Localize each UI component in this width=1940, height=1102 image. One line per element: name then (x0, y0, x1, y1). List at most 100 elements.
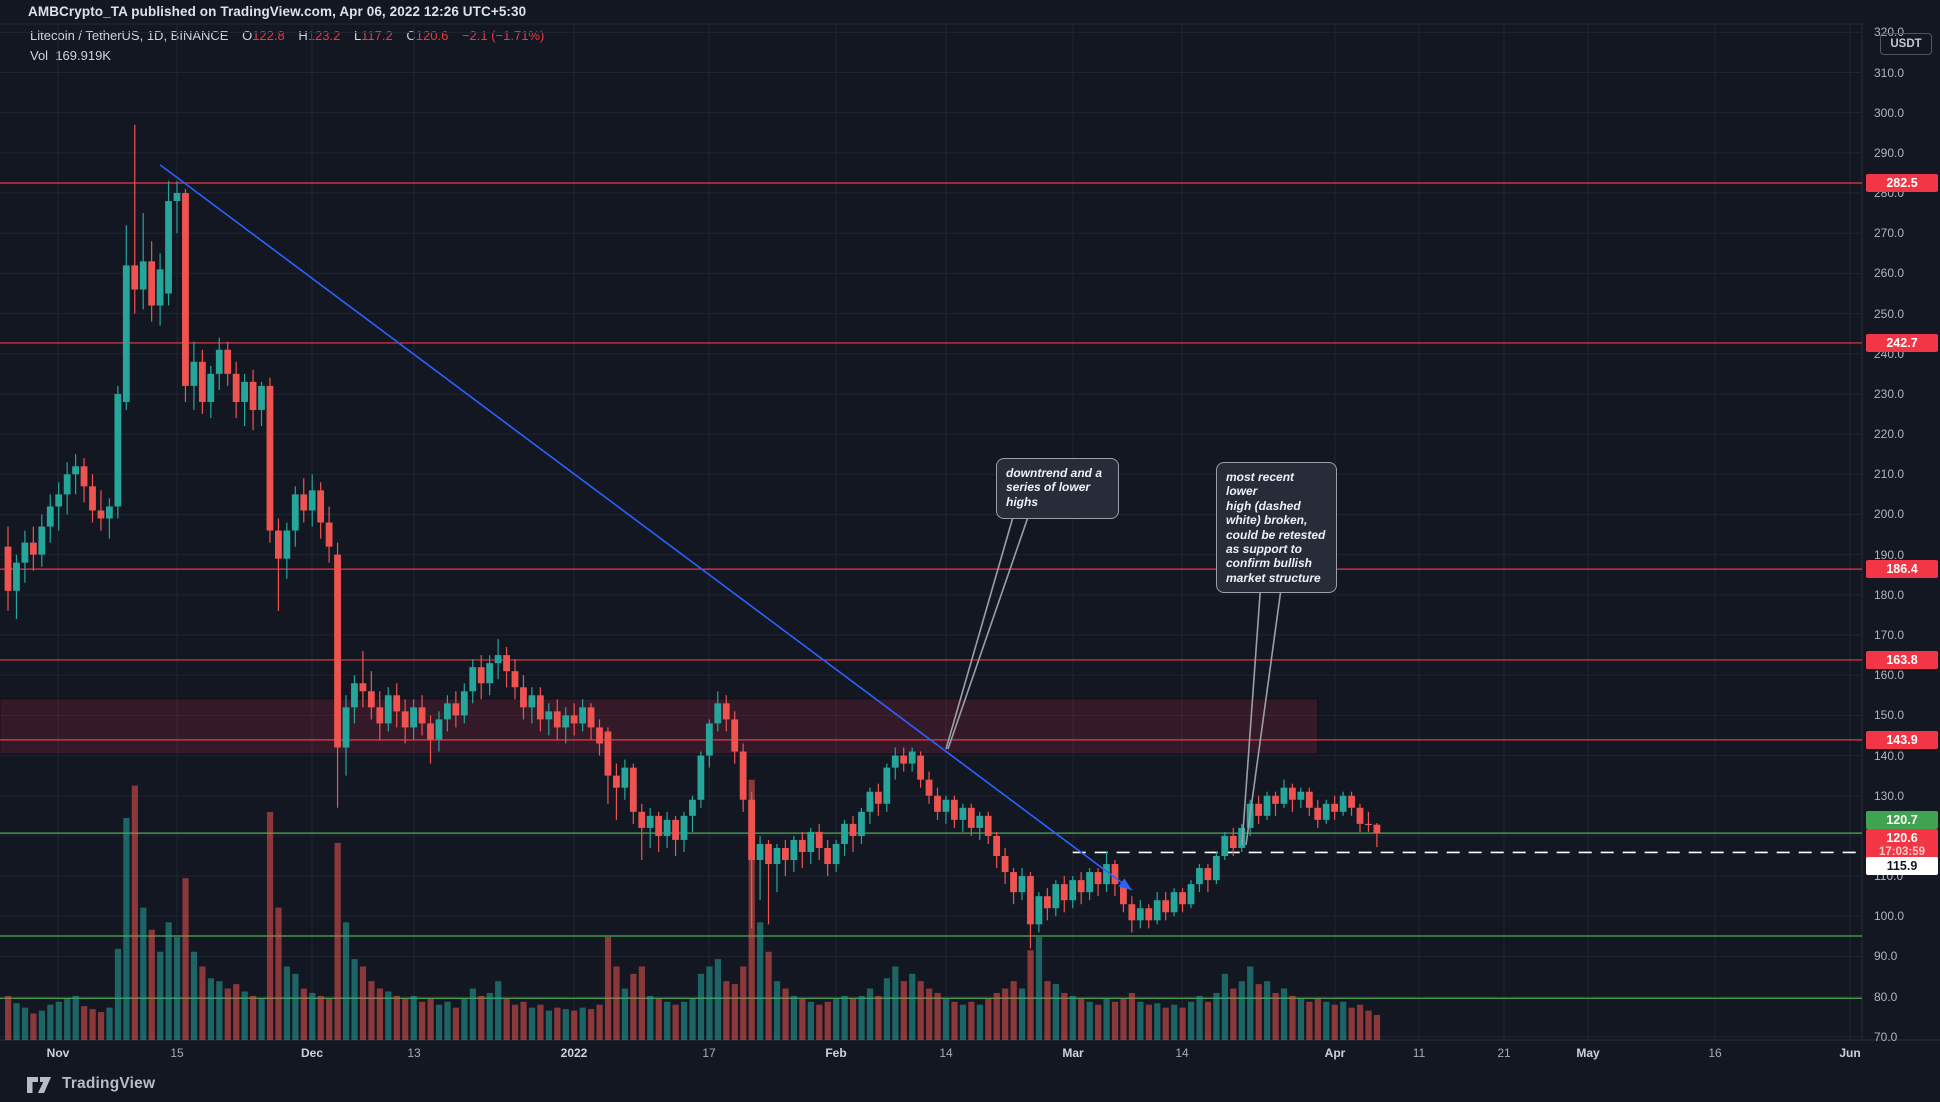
volume-bar (359, 966, 367, 1040)
volume-bar (917, 981, 924, 1040)
volume-bar (714, 959, 721, 1040)
candle (629, 767, 637, 812)
volume-bar (537, 1004, 544, 1040)
candle (866, 791, 874, 812)
volume-bar (1213, 992, 1220, 1040)
volume-bar (148, 929, 155, 1040)
tradingview-logo-text[interactable]: TradingView (62, 1075, 156, 1092)
candle (984, 815, 992, 836)
volume-bar (816, 1004, 823, 1040)
price-level-label-282.5[interactable]: 282.5 (1866, 174, 1938, 192)
volume-bar (258, 998, 265, 1040)
candle (934, 795, 941, 812)
volume-bar (444, 1001, 451, 1040)
candle (503, 655, 510, 672)
candle (705, 723, 713, 756)
candle (384, 695, 392, 724)
volume-bar (376, 988, 383, 1040)
price-level-label-242.7[interactable]: 242.7 (1866, 334, 1938, 352)
volume-bar (131, 785, 138, 1040)
candle (570, 715, 578, 724)
volume-bar (1348, 1007, 1355, 1040)
volume-bar (1204, 1001, 1212, 1040)
price-tick-270.0: 270.0 (1874, 226, 1905, 241)
volume-bar (993, 992, 1000, 1040)
price-level-label-163.8[interactable]: 163.8 (1866, 651, 1938, 669)
candle (942, 799, 950, 812)
volume-bar (368, 981, 375, 1040)
candle (1170, 892, 1178, 913)
downtrend-trendline[interactable] (159, 164, 1133, 891)
volume-bar (773, 981, 781, 1040)
ohlc-open-value: 122.8 (252, 28, 285, 43)
volume-bar (976, 1004, 983, 1040)
candle (655, 815, 663, 836)
volume-bar (326, 998, 333, 1040)
volume-bar (1145, 1004, 1152, 1040)
volume-bar (393, 995, 400, 1040)
volume-bar (1035, 937, 1043, 1040)
callout-tail-1[interactable] (1241, 566, 1263, 846)
volume-bar (1069, 995, 1076, 1040)
candle (1086, 872, 1093, 893)
volume-bar (1297, 998, 1305, 1040)
volume-bar (1255, 984, 1262, 1040)
volume-bar (689, 998, 696, 1040)
symbol-legend[interactable]: Litecoin / TetherUS, 1D, BINANCE O122.8 … (30, 28, 544, 43)
price-tick-190.0: 190.0 (1874, 547, 1905, 562)
tradingview-logo-icon[interactable] (27, 1077, 55, 1095)
candle (258, 385, 265, 411)
volume-bar (638, 966, 645, 1040)
callout-lower-high-broken[interactable]: most recent lower high (dashed white) br… (1216, 462, 1337, 594)
candle (773, 847, 781, 865)
current-price-label[interactable]: 120.6 17:03:59 (1866, 829, 1938, 861)
supply-zone-rectangle[interactable] (0, 698, 1319, 755)
trendline-arrowhead[interactable] (1118, 878, 1132, 891)
candle (29, 542, 37, 555)
volume-bar (681, 1001, 688, 1040)
candle (1204, 868, 1212, 881)
candle (1297, 791, 1305, 800)
candle (1179, 892, 1186, 905)
price-tick-160.0: 160.0 (1874, 668, 1905, 683)
callout-downtrend[interactable]: downtrend and a series of lower highs (996, 458, 1119, 519)
volume-bar (72, 995, 79, 1040)
candle (604, 731, 612, 776)
volume-bar (266, 812, 274, 1040)
candle (1136, 908, 1144, 921)
volume-bar (630, 973, 637, 1040)
volume-bar (241, 991, 248, 1040)
price-level-label-120.7[interactable]: 120.7 (1866, 811, 1938, 829)
candle (21, 542, 29, 563)
volume-bar (731, 984, 738, 1040)
volume-bar (1162, 1007, 1169, 1040)
volume-bar (1027, 950, 1034, 1040)
price-tick-100.0: 100.0 (1874, 909, 1905, 924)
candle (824, 847, 832, 865)
candle (131, 265, 139, 290)
candle (739, 751, 747, 800)
callout-tail-1[interactable] (1245, 566, 1285, 846)
volume-bar (81, 1006, 88, 1040)
candle (967, 807, 975, 828)
candle (798, 839, 806, 852)
candle (520, 687, 527, 708)
candle (300, 494, 308, 511)
volume-bar (579, 1007, 586, 1040)
callout-tail-0[interactable] (945, 516, 1014, 750)
price-level-label-143.9[interactable]: 143.9 (1866, 731, 1938, 749)
candle (621, 767, 629, 788)
candle (1272, 795, 1279, 804)
candle (545, 711, 553, 720)
candle (13, 562, 20, 591)
price-level-label-115.9[interactable]: 115.9 (1866, 857, 1938, 875)
price-level-label-186.4[interactable]: 186.4 (1866, 560, 1938, 578)
candle (917, 755, 924, 780)
callout-tail-0[interactable] (947, 516, 1029, 750)
volume-bar (1230, 988, 1237, 1040)
volume-legend[interactable]: Vol 169.919K (30, 48, 111, 63)
candle (613, 775, 620, 788)
candle (782, 847, 789, 861)
volume-bar (528, 1007, 536, 1040)
